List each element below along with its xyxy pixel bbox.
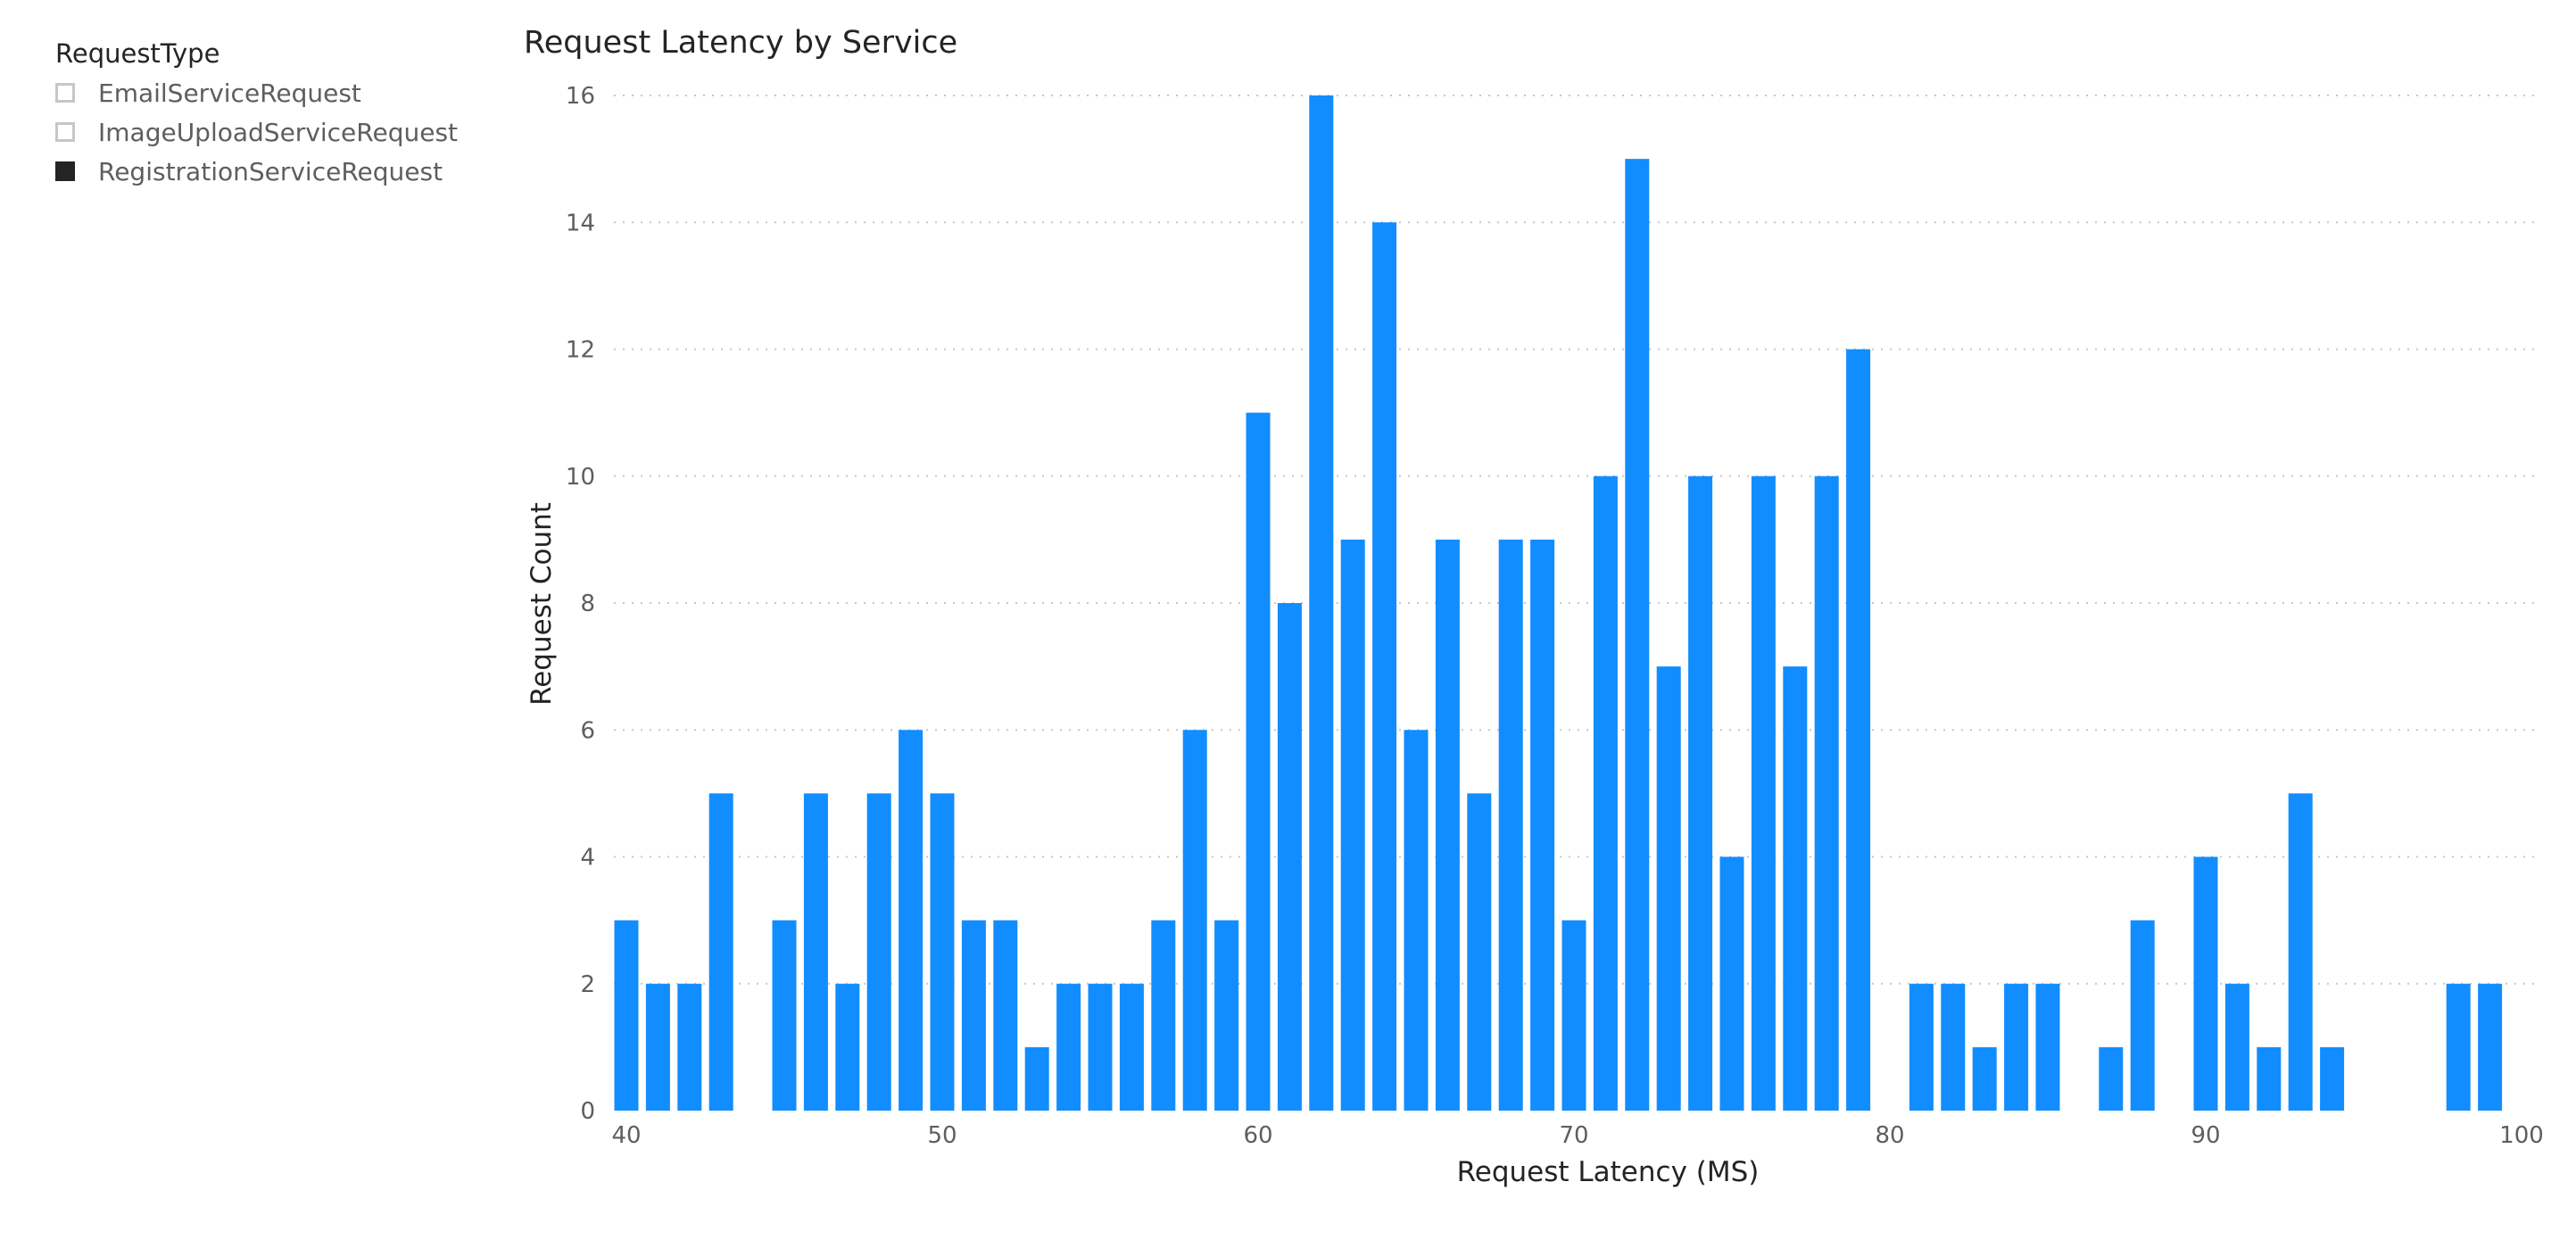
bar[interactable] bbox=[645, 983, 670, 1111]
bar[interactable] bbox=[1214, 920, 1239, 1111]
bar[interactable] bbox=[1783, 666, 1808, 1111]
x-tick-label: 80 bbox=[1875, 1122, 1904, 1149]
y-tick-label: 4 bbox=[580, 845, 595, 872]
x-tick-label: 100 bbox=[2499, 1122, 2544, 1149]
bar[interactable] bbox=[1246, 412, 1271, 1111]
y-axis-ticks: 0 2 4 6 8 10 12 14 16 bbox=[566, 83, 595, 1125]
y-tick-label: 14 bbox=[566, 210, 595, 236]
checkbox-empty-icon[interactable] bbox=[55, 122, 75, 142]
bar[interactable] bbox=[2099, 1046, 2124, 1111]
slicer-items: EmailServiceRequest ImageUploadServiceReq… bbox=[55, 73, 484, 191]
bar[interactable] bbox=[1751, 475, 1776, 1111]
bar[interactable] bbox=[1372, 222, 1397, 1111]
chart-title: Request Latency by Service bbox=[524, 25, 958, 61]
bar[interactable] bbox=[1561, 920, 1586, 1111]
bar[interactable] bbox=[1024, 1046, 1049, 1111]
bar[interactable] bbox=[2004, 983, 2029, 1111]
bar[interactable] bbox=[1719, 856, 1744, 1112]
bar[interactable] bbox=[1309, 95, 1334, 1111]
x-axis-title: Request Latency (MS) bbox=[1457, 1156, 1760, 1188]
y-tick-label: 12 bbox=[566, 337, 595, 364]
bar[interactable] bbox=[1625, 159, 1650, 1111]
x-tick-label: 60 bbox=[1243, 1122, 1272, 1149]
x-tick-label: 40 bbox=[611, 1122, 641, 1149]
y-tick-label: 2 bbox=[580, 971, 595, 998]
bar[interactable] bbox=[835, 983, 860, 1111]
x-tick-label: 50 bbox=[927, 1122, 957, 1149]
bar[interactable] bbox=[2130, 920, 2155, 1111]
bar[interactable] bbox=[1593, 475, 1618, 1111]
x-axis-ticks: 40 50 60 70 80 90 100 bbox=[611, 1122, 2543, 1149]
bar[interactable] bbox=[2446, 983, 2471, 1111]
slicer-title: RequestType bbox=[55, 38, 220, 69]
bar[interactable] bbox=[772, 920, 797, 1111]
bar[interactable] bbox=[1941, 983, 1966, 1111]
y-tick-label: 16 bbox=[566, 83, 595, 110]
bar[interactable] bbox=[614, 920, 639, 1111]
bar[interactable] bbox=[1688, 475, 1713, 1111]
bar[interactable] bbox=[1340, 539, 1365, 1111]
bar[interactable] bbox=[1119, 983, 1144, 1111]
bar[interactable] bbox=[961, 920, 986, 1111]
bar[interactable] bbox=[899, 730, 924, 1111]
bar[interactable] bbox=[1530, 539, 1555, 1111]
checkbox-checked-icon[interactable] bbox=[55, 161, 75, 181]
bar[interactable] bbox=[1846, 349, 1871, 1112]
y-tick-label: 10 bbox=[566, 464, 595, 491]
request-type-slicer: RequestType EmailServiceRequest ImageUplo… bbox=[55, 34, 484, 191]
bar[interactable] bbox=[1656, 666, 1681, 1111]
bar[interactable] bbox=[993, 920, 1018, 1111]
bar[interactable] bbox=[1814, 475, 1839, 1111]
bar[interactable] bbox=[2193, 856, 2218, 1112]
bar[interactable] bbox=[1972, 1046, 1997, 1111]
bar[interactable] bbox=[1151, 920, 1176, 1111]
slicer-item-label: EmailServiceRequest bbox=[98, 78, 361, 108]
bar[interactable] bbox=[1909, 983, 1934, 1111]
y-tick-label: 8 bbox=[580, 591, 595, 617]
bar[interactable] bbox=[2224, 983, 2249, 1111]
y-axis-title: Request Count bbox=[526, 502, 558, 706]
checkbox-empty-icon[interactable] bbox=[55, 83, 75, 103]
bar[interactable] bbox=[1277, 603, 1302, 1111]
bar[interactable] bbox=[866, 793, 891, 1111]
y-tick-label: 0 bbox=[580, 1098, 595, 1125]
slicer-item-label: RegistrationServiceRequest bbox=[98, 156, 443, 186]
bar[interactable] bbox=[708, 793, 733, 1111]
bar[interactable] bbox=[2320, 1046, 2345, 1111]
bar[interactable] bbox=[1088, 983, 1113, 1111]
bar[interactable] bbox=[1182, 730, 1207, 1111]
y-tick-label: 6 bbox=[580, 717, 595, 744]
bar[interactable] bbox=[1404, 730, 1429, 1111]
bar[interactable] bbox=[2257, 1046, 2282, 1111]
bar[interactable] bbox=[803, 793, 828, 1111]
bar[interactable] bbox=[2478, 983, 2503, 1111]
slicer-item[interactable]: ImageUploadServiceRequest bbox=[55, 112, 484, 152]
slicer-item[interactable]: RegistrationServiceRequest bbox=[55, 152, 484, 191]
x-tick-label: 90 bbox=[2191, 1122, 2220, 1149]
x-tick-label: 70 bbox=[1559, 1122, 1588, 1149]
bar[interactable] bbox=[2288, 793, 2313, 1111]
slicer-item-label: ImageUploadServiceRequest bbox=[98, 117, 459, 147]
bar[interactable] bbox=[2035, 983, 2060, 1111]
bar[interactable] bbox=[1498, 539, 1523, 1111]
bar[interactable] bbox=[1467, 793, 1492, 1111]
bar[interactable] bbox=[930, 793, 955, 1111]
bar[interactable] bbox=[677, 983, 702, 1111]
bar[interactable] bbox=[1435, 539, 1460, 1111]
bars bbox=[614, 95, 2503, 1112]
slicer-item[interactable]: EmailServiceRequest bbox=[55, 73, 484, 112]
bar[interactable] bbox=[1056, 983, 1081, 1111]
